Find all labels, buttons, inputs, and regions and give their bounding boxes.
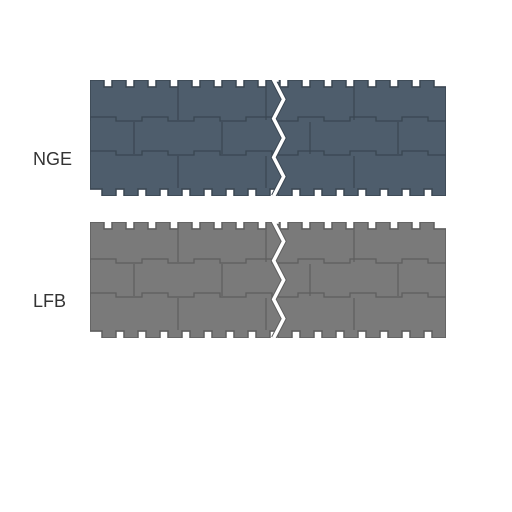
label-lfb: LFB (33, 291, 66, 312)
label-nge: NGE (33, 149, 72, 170)
belt-nge (90, 80, 446, 196)
belt-body (90, 222, 446, 338)
belt-body (90, 80, 446, 196)
belt-lfb (90, 222, 446, 338)
